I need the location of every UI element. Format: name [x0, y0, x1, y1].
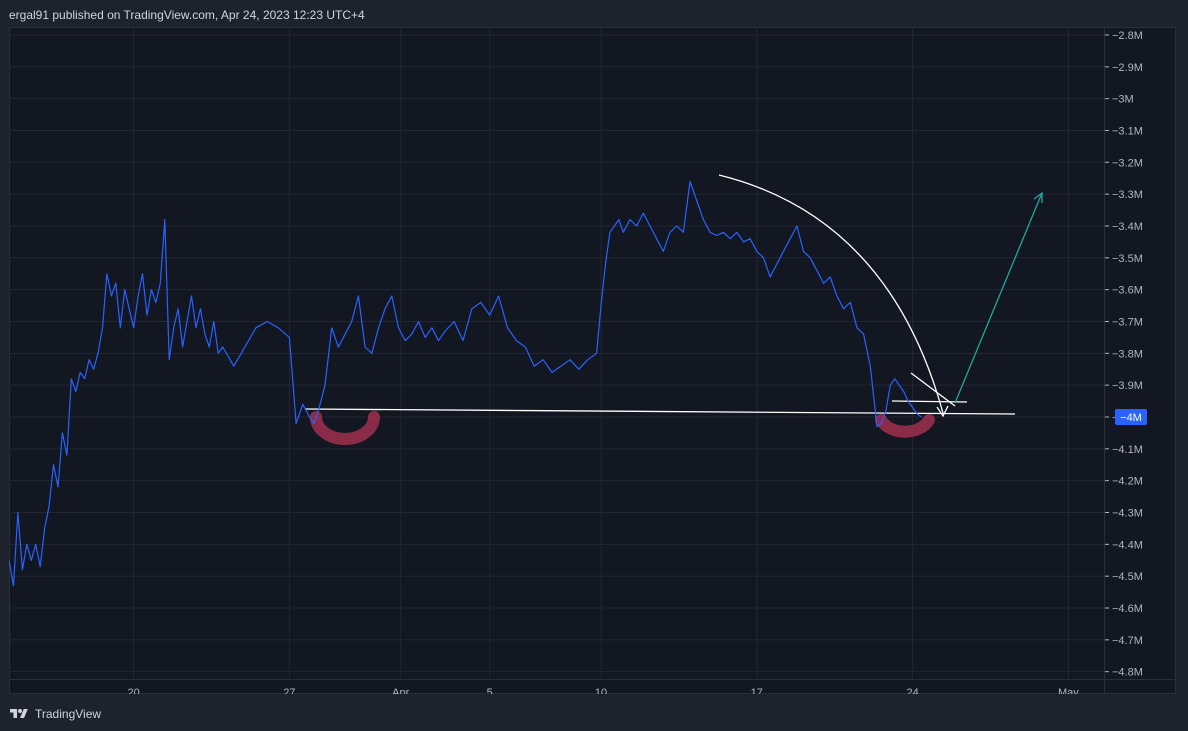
x-tick-label: 17 [751, 687, 763, 694]
footer-brand[interactable]: TradingView [9, 705, 101, 723]
series-line [9, 180, 922, 587]
y-tick-label: −3.5M [1112, 253, 1143, 265]
chart-grid [9, 27, 1104, 679]
highlight-arc-right [875, 414, 935, 438]
price-chart[interactable]: −2.8M −2.9M −3M −3.1M −3.2M −3.3M −3.4M −3.5M −3… [9, 27, 1176, 694]
y-tick-label: −3.8M [1112, 348, 1143, 360]
y-tick-label: −4.5M [1112, 571, 1143, 583]
x-tick-label: 27 [283, 687, 295, 694]
y-tick-label: −2.9M [1112, 62, 1143, 74]
y-tick-label: −3.3M [1112, 189, 1143, 201]
publish-info: ergal91 published on TradingView.com, Ap… [9, 8, 365, 22]
y-tick-label: −2.8M [1112, 30, 1143, 42]
x-tick-label: 24 [906, 687, 918, 694]
y-tick-label: −4.6M [1112, 603, 1143, 615]
support-line [304, 408, 1016, 415]
tradingview-logo-icon [10, 709, 28, 718]
y-tick-label: −3.4M [1112, 221, 1143, 233]
y-tick-label: −3M [1112, 94, 1134, 106]
y-tick-label: −3.2M [1112, 157, 1143, 169]
y-tick-label: −3.9M [1112, 380, 1143, 392]
y-axis: −2.8M −2.9M −3M −3.1M −3.2M −3.3M −3.4M −3.5M −3… [1104, 27, 1143, 694]
current-price-tag: −4M [1115, 408, 1147, 425]
x-tick-label: 20 [128, 687, 140, 694]
highlight-arc-left [310, 411, 380, 445]
x-tick-label: May [1058, 687, 1079, 694]
support-segment-right [891, 400, 968, 403]
y-tick-label: −3.7M [1112, 316, 1143, 328]
y-tick-label: −4.4M [1112, 539, 1143, 551]
x-tick-label: 5 [487, 687, 493, 694]
projection-arrow-head [1033, 191, 1043, 203]
y-tick-label: −3.1M [1112, 125, 1143, 137]
y-tick-label: −4.3M [1112, 507, 1143, 519]
y-tick-label: −3.6M [1112, 285, 1143, 297]
y-tick-label: −4.8M [1112, 667, 1143, 679]
projection-arrow [954, 192, 1043, 404]
x-tick-label: Apr [392, 687, 409, 694]
x-axis: 20 27 Apr 5 10 17 24 May [9, 679, 1176, 694]
curved-resistance [718, 174, 944, 414]
y-tick-label: −4.1M [1112, 444, 1143, 456]
drawing-annotations [304, 174, 1043, 445]
y-tick-label: −4.2M [1112, 476, 1143, 488]
current-price-label: −4M [1120, 412, 1142, 424]
curve-arrow-head [936, 405, 949, 418]
y-tick-label: −4.7M [1112, 635, 1143, 647]
x-tick-label: 10 [595, 687, 607, 694]
falling-wedge-line [910, 372, 956, 407]
chart-frame [9, 27, 1176, 694]
footer-brand-text: TradingView [35, 707, 102, 721]
